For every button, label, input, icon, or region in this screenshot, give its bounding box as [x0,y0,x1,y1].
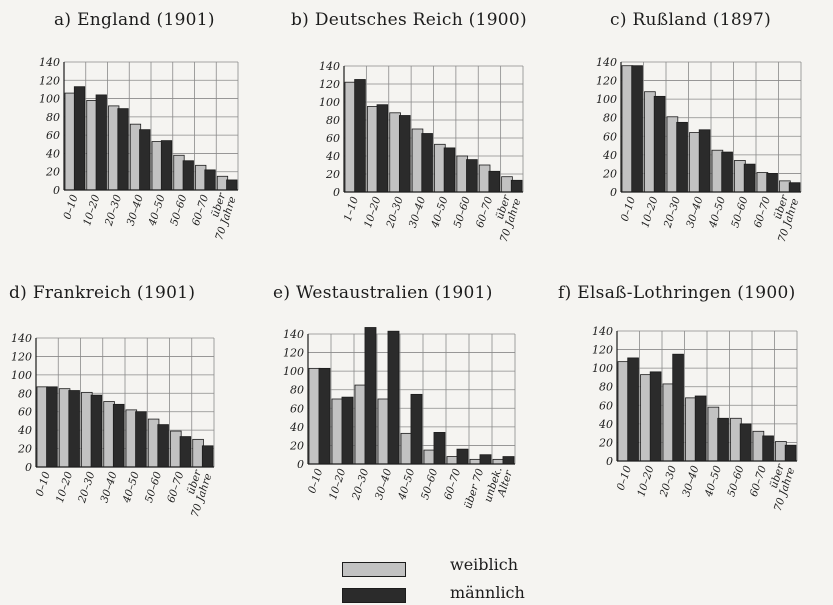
y-tick-label: 0 [297,458,304,471]
y-tick-label: 80 [599,381,613,394]
y-tick-label: 20 [602,167,617,180]
svg-text:40–50: 40–50 [702,464,724,499]
y-tick-label: 60 [46,129,60,142]
y-tick-label: 40 [45,147,60,160]
svg-text:60–70: 60–70 [748,464,769,498]
bar-female [730,417,742,462]
y-tick-label: 100 [39,93,60,106]
x-tick-label: 10–20 [635,464,656,498]
bar-male [762,435,774,462]
svg-text:30–40: 30–40 [680,464,701,498]
y-tick-label: 40 [325,150,340,163]
y-tick-label: 0 [25,461,32,474]
x-tick-label: 0–10 [615,464,634,492]
y-tick-label: 140 [596,56,617,69]
legend-swatch-male [342,588,406,603]
legend-swatch-female [342,562,406,577]
y-tick-label: 0 [610,186,617,199]
panel-title: c) Rußland (1897) [610,10,772,30]
y-tick-label: 140 [283,328,304,341]
y-tick-label: 20 [17,443,32,456]
bar-male [739,423,752,462]
x-tick-label: 50–60 [725,464,746,498]
bar-male [649,371,662,462]
y-tick-label: 60 [18,406,32,419]
panel-title: a) England (1901) [54,10,215,30]
y-tick-label: 40 [598,418,613,431]
y-tick-label: 20 [289,439,304,452]
y-tick-label: 120 [283,347,304,360]
y-tick-label: 140 [592,325,613,338]
bar-female [640,374,652,462]
y-tick-label: 80 [18,387,32,400]
y-tick-label: 20 [45,166,60,179]
panel-title: e) Westaustralien (1901) [273,283,493,303]
legend-label-male: männlich [450,583,525,602]
bar-male [784,444,797,462]
y-tick-label: 100 [596,93,617,106]
y-tick-label: 120 [592,344,613,357]
svg-text:50–60: 50–60 [725,464,746,498]
svg-text:20–30: 20–30 [657,464,679,499]
y-tick-label: 60 [599,399,613,412]
bar-male [627,357,639,462]
y-tick-label: 140 [11,332,32,345]
bar-male [672,353,684,462]
bar-female [662,383,675,462]
y-tick-label: 0 [333,186,340,199]
bar-female [775,441,787,462]
bar-female [707,406,720,462]
bar-male [717,417,729,462]
bar-male [694,395,707,462]
y-tick-label: 120 [319,78,340,91]
svg-text:10–20: 10–20 [635,464,656,498]
x-tick-label: 60–70 [748,464,769,498]
y-tick-label: 100 [592,362,613,375]
y-tick-label: 40 [602,149,617,162]
y-tick-label: 140 [39,56,60,69]
svg-text:0–10: 0–10 [615,464,634,492]
y-tick-label: 100 [283,365,304,378]
bar-female [752,430,765,462]
y-tick-label: 0 [53,184,60,197]
x-tick-label: 30–40 [680,464,701,498]
y-tick-label: 60 [326,132,340,145]
y-tick-label: 40 [17,424,32,437]
y-tick-label: 60 [290,402,304,415]
x-tick-label: 40–50 [702,464,724,499]
y-tick-label: 60 [603,130,617,143]
bar-female [685,397,697,462]
y-tick-label: 120 [596,75,617,88]
y-tick-label: 100 [11,369,32,382]
y-tick-label: 0 [606,455,613,468]
y-tick-label: 80 [46,111,60,124]
x-tick-label: 20–30 [657,464,679,499]
y-tick-label: 20 [325,168,340,181]
legend-label-female: weiblich [450,555,519,574]
y-tick-label: 120 [11,350,32,363]
panel-title: b) Deutsches Reich (1900) [291,10,527,30]
y-tick-label: 100 [319,96,340,109]
y-tick-label: 40 [289,421,304,434]
y-tick-label: 80 [326,114,340,127]
y-tick-label: 80 [603,112,617,125]
y-tick-label: 140 [319,60,340,73]
y-tick-label: 80 [290,384,304,397]
y-tick-label: 20 [598,436,613,449]
panel-title: f) Elsaß-Lothringen (1900) [558,283,796,303]
panel-title: d) Frankreich (1901) [9,283,196,303]
bar-female [617,361,630,462]
y-tick-label: 120 [39,74,60,87]
